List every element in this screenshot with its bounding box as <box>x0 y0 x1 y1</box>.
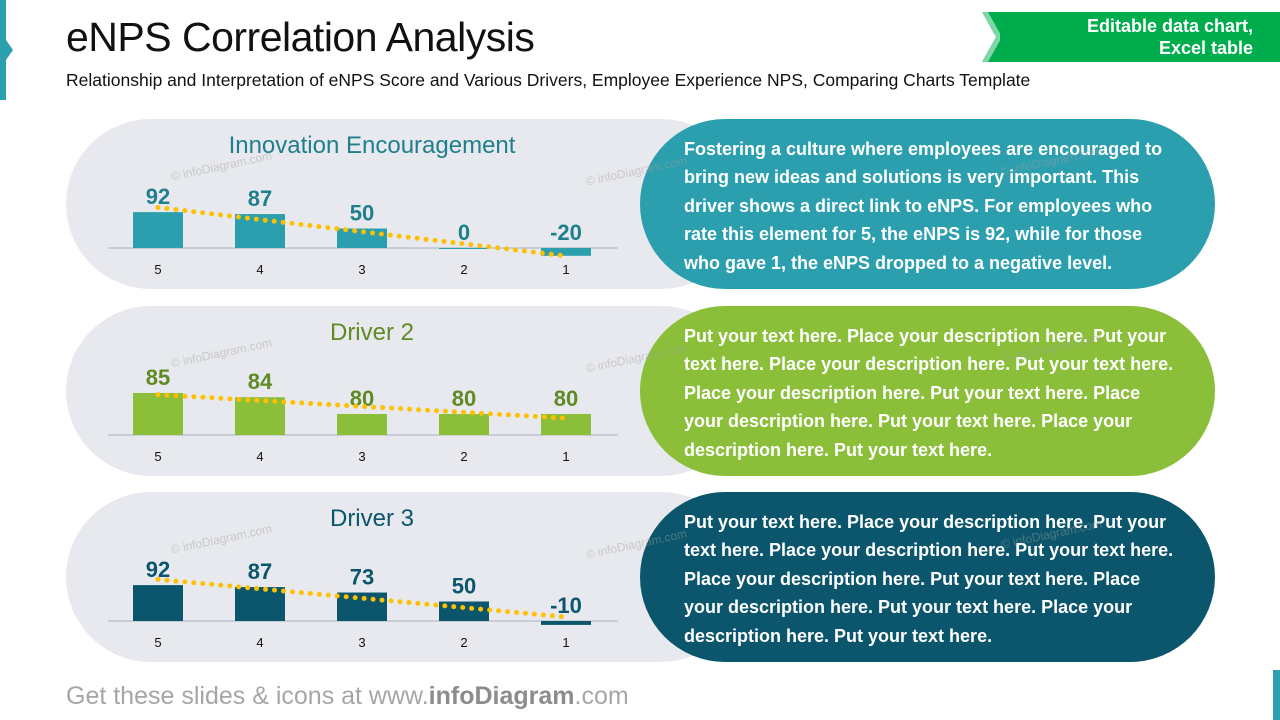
corner-accent-bar <box>1273 670 1280 720</box>
footer-prefix: Get these slides & icons at www. <box>66 682 429 710</box>
x-tick-label: 1 <box>562 262 569 277</box>
bar-chart: 85 5 84 4 80 3 80 2 80 1 <box>108 365 618 464</box>
chart-panel <box>66 119 746 289</box>
chart-panel <box>66 492 746 662</box>
trend-line <box>155 576 569 620</box>
data-label: -10 <box>550 593 582 618</box>
data-label: 84 <box>248 369 273 394</box>
x-tick-label: 3 <box>358 449 365 464</box>
x-tick-label: 5 <box>154 635 161 650</box>
x-tick-label: 2 <box>460 262 467 277</box>
badge-line-1: Editable data chart, <box>1086 16 1253 36</box>
data-label: 80 <box>554 386 578 411</box>
data-label: 80 <box>452 386 476 411</box>
slide-accent-bar <box>0 0 13 100</box>
chart-panel <box>66 306 746 476</box>
chart-title: Driver 2 <box>329 319 414 346</box>
bar <box>337 414 387 435</box>
x-tick-label: 4 <box>256 262 263 277</box>
x-tick-label: 1 <box>562 449 569 464</box>
x-tick-label: 5 <box>154 262 161 277</box>
bar <box>133 393 183 435</box>
x-tick-label: 2 <box>460 449 467 464</box>
data-label: 85 <box>146 365 170 390</box>
data-label: 0 <box>458 220 470 245</box>
bar <box>541 621 591 625</box>
footer-suffix: .com <box>574 682 629 710</box>
description-text: Put your text here. Place your descripti… <box>640 306 1215 476</box>
trend-line <box>155 392 569 421</box>
page-subtitle: Relationship and Interpretation of eNPS … <box>66 70 1031 90</box>
bar <box>133 212 183 248</box>
footer-brand: infoDiagram <box>428 682 575 710</box>
data-label: 50 <box>452 574 476 599</box>
data-label: 80 <box>350 386 374 411</box>
bar <box>235 397 285 435</box>
x-tick-label: 4 <box>256 635 263 650</box>
description-text: Fostering a culture where employees are … <box>640 119 1215 289</box>
bar <box>133 585 183 621</box>
bar <box>235 214 285 248</box>
bar <box>439 414 489 435</box>
x-tick-label: 1 <box>562 635 569 650</box>
data-label: 50 <box>350 201 374 226</box>
bar <box>541 248 591 256</box>
description-text: Put your text here. Place your descripti… <box>640 492 1215 662</box>
bar <box>439 248 489 249</box>
data-label: 73 <box>350 565 374 590</box>
data-label: -20 <box>550 220 582 245</box>
data-label: 87 <box>248 186 272 211</box>
x-tick-label: 2 <box>460 635 467 650</box>
bar <box>541 414 591 435</box>
chart-title: Innovation Encouragement <box>228 132 516 159</box>
bar <box>235 587 285 621</box>
footer-text: Get these slides & icons at www.infoDiag… <box>66 682 629 711</box>
x-tick-label: 4 <box>256 449 263 464</box>
editable-badge: Editable data chart, Excel table <box>982 12 1280 62</box>
page-title: eNPS Correlation Analysis <box>66 14 535 60</box>
chart-title: Driver 3 <box>329 505 414 532</box>
x-tick-label: 5 <box>154 449 161 464</box>
data-label: 87 <box>248 559 272 584</box>
badge-line-2: Excel table <box>1158 38 1253 58</box>
x-tick-label: 3 <box>358 635 365 650</box>
x-tick-label: 3 <box>358 262 365 277</box>
trend-line <box>155 204 569 259</box>
